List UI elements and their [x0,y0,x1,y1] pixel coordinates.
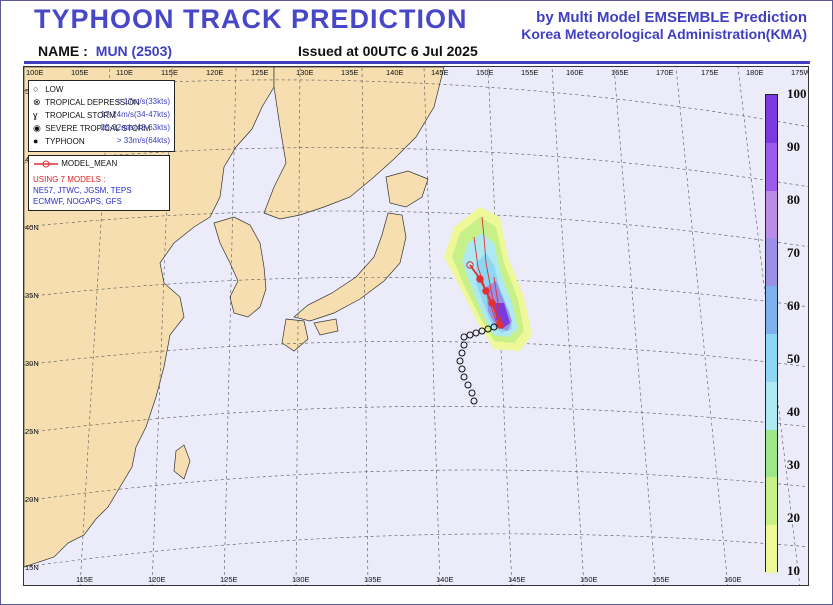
model-mean-swatch [34,160,58,168]
colorbar-segment [766,381,777,430]
top-lon-label: 150E [476,68,494,77]
left-lat-label: 30N [25,359,39,368]
probability-shading [444,207,532,351]
bottom-lon-label: 115E [76,575,93,584]
left-lat-label: 25N [25,427,39,436]
legend-row-td: ⊗ TROPICAL DEPRESSION [33,97,140,107]
storm-name: MUN (2503) [95,43,173,59]
legend-speed-ts: 17-24m/s(34-47kts) [100,110,170,119]
legend-speed-ty: > 33m/s(64kts) [116,136,170,145]
colorbar-label: 80 [787,192,800,207]
colorbar-label: 10 [787,563,800,578]
top-lon-label: 155E [521,68,539,77]
intensity-legend: ○ LOW ⊗ TROPICAL DEPRESSION < 17m/s(33kt… [28,80,175,152]
colorbar-segment [766,142,777,191]
top-lon-label: 105E [71,68,89,77]
land-shikoku [313,318,339,336]
bottom-lon-label: 150E [580,575,598,584]
top-lon-label: 130E [296,68,314,77]
legend-speed-td: < 17m/s(33kts) [116,97,170,106]
colorbar-segment [766,286,777,334]
land-hokkaido [385,170,429,208]
legend-speed-sts: 25-32m/s(48-63kts) [100,123,170,132]
land-honshu [293,212,407,322]
top-lon-label: 145E [431,68,449,77]
top-lon-label: 180E [746,68,764,77]
mean-track-points [466,261,504,329]
colorbar-label: 90 [787,139,800,154]
models-line2: ECMWF, NOGAPS, GFS [33,197,122,206]
top-lon-label: 100E [26,68,44,77]
top-lon-label: 175W [791,68,809,77]
top-lon-label: 175E [701,68,719,77]
member-tracks [473,216,503,330]
bottom-lon-label: 140E [436,575,454,584]
agency-line1: by Multi Model EMSEMBLE Prediction [536,9,807,26]
bottom-lon-label: 120E [148,575,166,584]
model-mean-label: MODEL_MEAN [33,159,117,169]
page-title: TYPHOON TRACK PREDICTION [34,4,468,34]
colorbar-segment [766,95,777,143]
colorbar-label: 100 [787,86,807,101]
bottom-lon-label: 155E [652,575,670,584]
colorbar-label: 50 [787,351,800,366]
bottom-lon-label: 125E [220,575,238,584]
title-rule [24,61,810,64]
legend-row-ty: ● TYPHOON [33,136,85,146]
probability-colorbar [765,94,778,573]
bottom-lon-label: 145E [508,575,526,584]
colorbar-segment [766,525,777,573]
issued-time: Issued at 00UTC 6 Jul 2025 [298,43,478,59]
land-taiwan [173,444,191,480]
left-lat-label: 40N [25,223,39,232]
top-lon-label: 120E [206,68,224,77]
models-count-label: USING 7 MODELS : [33,175,106,184]
bottom-lon-label: 160E [724,575,742,584]
bottom-lon-label: 130E [292,575,310,584]
top-lon-label: 165E [611,68,629,77]
legend-row-sts: ◉ SEVERE TROPICAL STORM [33,123,151,133]
land-korea [213,216,267,318]
colorbar-segment [766,429,777,478]
top-lon-label: 160E [566,68,584,77]
top-lon-label: 140E [386,68,404,77]
agency-line2: Korea Meteorological Administration(KMA) [521,26,807,42]
colorbar-segment [766,238,777,287]
colorbar-segment [766,190,777,239]
storm-name-row: NAME : MUN (2503) [38,43,172,59]
legend-row-low: ○ LOW [33,84,64,94]
models-line1: NE57, JTWC, JGSM, TEPS [33,186,132,195]
colorbar-label: 40 [787,404,800,419]
top-lon-label: 115E [161,68,178,77]
legend-row-ts: ɣ TROPICAL STORM [33,110,116,120]
name-label: NAME : [38,43,88,59]
past-track [456,323,498,405]
left-lat-label: 35N [25,291,39,300]
top-lon-label: 110E [116,68,133,77]
top-lon-label: 170E [656,68,674,77]
colorbar-segment [766,477,777,526]
colorbar-segment [766,334,777,382]
land-kyushu [281,318,309,352]
top-lon-label: 135E [341,68,359,77]
grid-lines [24,67,808,585]
model-legend: MODEL_MEAN USING 7 MODELS : NE57, JTWC, … [28,155,170,211]
top-lon-label: 125E [251,68,269,77]
colorbar-label: 30 [787,457,800,472]
left-lat-label: 15N [25,563,39,572]
colorbar-label: 60 [787,298,800,313]
bottom-lon-label: 135E [364,575,382,584]
colorbar-label: 70 [787,245,800,260]
colorbar-label: 20 [787,510,800,525]
left-lat-label: 20N [25,495,39,504]
